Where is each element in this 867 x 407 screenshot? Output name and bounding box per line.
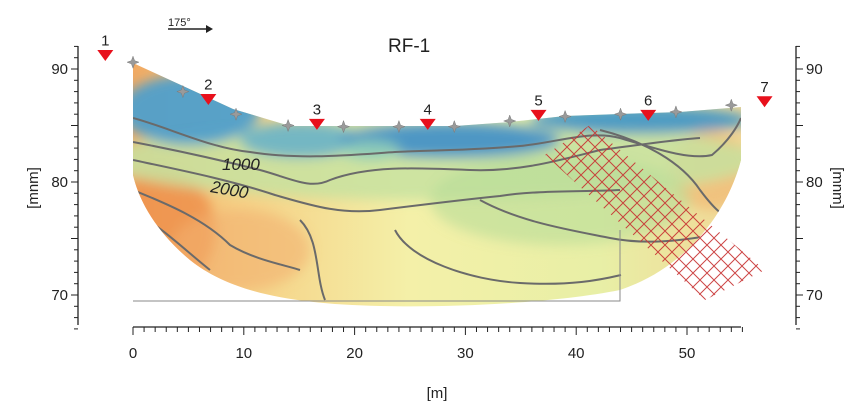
y-axis-label-right: [mnm] <box>829 167 846 209</box>
y-tick-label-left: 70 <box>51 287 68 304</box>
electrode-icon <box>447 119 462 134</box>
station-marker-icon <box>97 49 114 61</box>
electrodes <box>126 55 739 134</box>
y-tick-label-right: 70 <box>806 287 823 304</box>
axes <box>77 46 797 328</box>
station-marker-label: 6 <box>644 92 652 109</box>
y-tick-label-left: 80 <box>51 174 68 191</box>
direction-indicator: 175° <box>168 17 213 33</box>
station-marker-icon <box>756 96 773 108</box>
station-marker-icon <box>530 109 547 121</box>
direction-label: 175° <box>168 17 191 29</box>
electrode-icon <box>126 55 140 69</box>
y-ticks-left: 70 80 90 <box>51 45 78 330</box>
station-marker-label: 5 <box>534 92 542 109</box>
x-tick-label: 30 <box>457 345 474 362</box>
station-marker-label: 2 <box>204 77 212 94</box>
x-tick-label: 0 <box>129 345 137 362</box>
electrode-icon <box>669 105 683 119</box>
electrode-icon <box>281 118 295 133</box>
electrode-icon <box>724 98 739 112</box>
electrode-icon <box>176 84 190 99</box>
station-marker-label: 1 <box>101 32 109 49</box>
y-tick-label-left: 90 <box>51 61 68 78</box>
electrode-icon <box>229 107 243 121</box>
contour-label-1000: 1000 <box>222 155 260 174</box>
y-ticks-right: 70 80 90 <box>796 45 823 330</box>
station-marker-label: 3 <box>313 101 321 118</box>
hatched-fault-zone <box>545 125 765 300</box>
arrow-right-icon <box>206 25 213 33</box>
x-tick-label: 40 <box>568 345 585 362</box>
x-tick-label: 10 <box>235 345 252 362</box>
electrode-icon <box>502 114 517 128</box>
electrode-icon <box>613 107 628 121</box>
electrode-icon <box>336 119 351 134</box>
station-marker-icon <box>200 94 217 106</box>
x-tick-label: 20 <box>346 345 363 362</box>
electrode-icon <box>558 109 572 124</box>
x-axis-label: [m] <box>427 385 448 402</box>
station-marker-icon <box>308 118 325 130</box>
y-axis-label-left: [mnm] <box>25 167 42 209</box>
survey-box-outline <box>133 230 621 302</box>
x-tick-label: 50 <box>679 345 696 362</box>
station-marker-icon <box>640 109 657 121</box>
station-markers: 1 2 3 4 5 6 7 <box>97 32 773 130</box>
station-marker-label: 4 <box>424 101 432 118</box>
profile-title: RF-1 <box>388 36 430 57</box>
y-tick-label-right: 80 <box>806 174 823 191</box>
station-marker-icon <box>419 118 436 130</box>
station-marker-label: 7 <box>760 79 768 96</box>
electrode-icon <box>392 119 406 134</box>
x-ticks: 0 10 20 30 40 50 <box>129 327 743 362</box>
y-tick-label-right: 90 <box>806 61 823 78</box>
